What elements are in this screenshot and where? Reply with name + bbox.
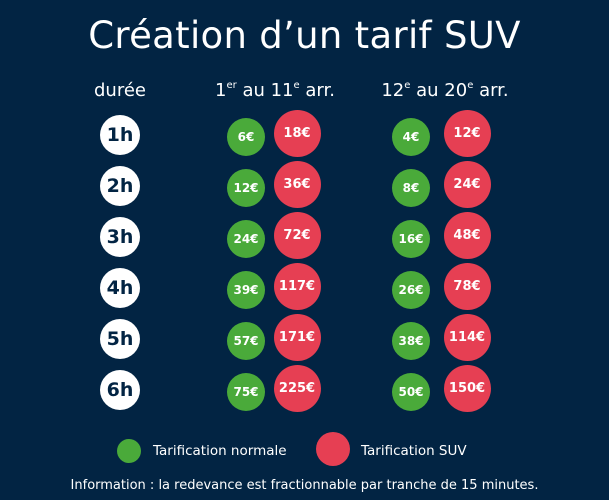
zone1-suv-price: 171€ — [273, 313, 321, 361]
zone1-normal-price: 57€ — [227, 322, 265, 360]
zone1-suv-price: 18€ — [273, 109, 321, 157]
zone2-normal-price: 16€ — [392, 220, 430, 258]
header-zone1-end: au 11 — [236, 80, 294, 101]
zone1-suv-price: 117€ — [273, 262, 321, 310]
zone1-normal-price: 24€ — [227, 220, 265, 258]
duration-badge: 5h — [100, 319, 140, 359]
zone2-suv-price: 150€ — [443, 364, 491, 412]
header-zone2-suffix: arr. — [473, 80, 509, 101]
zone2-suv-price: 12€ — [443, 109, 491, 157]
zone1-normal-price: 39€ — [227, 271, 265, 309]
header-zone2-end: au 20 — [410, 80, 468, 101]
header-zone2-start: 12 — [381, 80, 405, 101]
legend-suv-dot — [316, 432, 350, 466]
header-zone1: 1er au 11e arr. — [200, 80, 350, 101]
header-zone1-start: 1 — [215, 80, 227, 101]
legend-normal-label: Tarification normale — [153, 443, 287, 459]
zone1-suv-price: 72€ — [273, 211, 321, 259]
page-title: Création d’un tarif SUV — [88, 14, 521, 57]
info-note: Information : la redevance est fractionn… — [70, 478, 539, 493]
legend-suv-label: Tarification SUV — [361, 443, 467, 459]
zone2-suv-price: 24€ — [443, 160, 491, 208]
duration-badge: 3h — [100, 217, 140, 257]
header-zone1-start-sup: er — [226, 80, 237, 91]
duration-badge: 4h — [100, 268, 140, 308]
zone1-suv-price: 36€ — [273, 160, 321, 208]
zone2-suv-price: 48€ — [443, 211, 491, 259]
header-zone2: 12e au 20e arr. — [370, 80, 520, 101]
zone2-normal-price: 26€ — [392, 271, 430, 309]
duration-badge: 1h — [100, 115, 140, 155]
legend-normal-dot — [117, 439, 141, 463]
zone2-normal-price: 50€ — [392, 373, 430, 411]
zone2-suv-price: 114€ — [443, 313, 491, 361]
header-zone1-end-sup: e — [293, 80, 300, 91]
duration-badge: 2h — [100, 166, 140, 206]
zone1-suv-price: 225€ — [273, 364, 321, 412]
duration-badge: 6h — [100, 370, 140, 410]
zone2-normal-price: 8€ — [392, 169, 430, 207]
zone2-normal-price: 4€ — [392, 118, 430, 156]
zone2-suv-price: 78€ — [443, 262, 491, 310]
zone1-normal-price: 6€ — [227, 118, 265, 156]
zone1-normal-price: 12€ — [227, 169, 265, 207]
header-duration: durée — [94, 80, 146, 101]
header-zone2-end-sup: e — [467, 80, 474, 91]
zone1-normal-price: 75€ — [227, 373, 265, 411]
header-zone2-start-sup: e — [404, 80, 411, 91]
header-zone1-suffix: arr. — [299, 80, 335, 101]
zone2-normal-price: 38€ — [392, 322, 430, 360]
